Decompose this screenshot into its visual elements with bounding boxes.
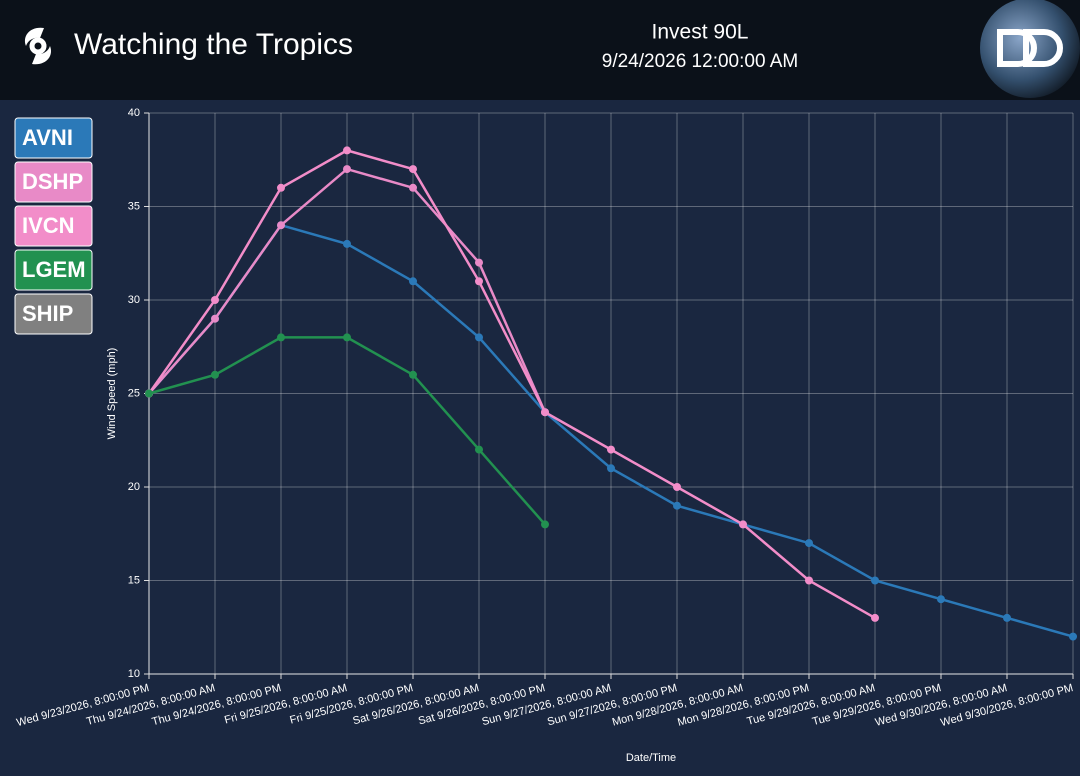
data-point [871, 613, 879, 622]
data-point [409, 370, 417, 379]
data-point [343, 333, 351, 342]
y-tick-label: 30 [128, 294, 140, 306]
data-point [541, 520, 549, 529]
y-tick-label: 40 [128, 107, 140, 119]
y-axis-label: Wind Speed (mph) [106, 348, 118, 440]
legend-button[interactable] [14, 205, 93, 247]
legend-label[interactable]: SHIP [22, 301, 73, 326]
data-point [739, 520, 747, 529]
data-point [937, 595, 945, 604]
data-point [211, 370, 219, 379]
y-tick-label: 10 [128, 668, 140, 680]
legend-button[interactable] [14, 249, 93, 291]
data-point [1069, 632, 1077, 641]
legend-label[interactable]: IVCN [22, 213, 75, 238]
data-point [211, 314, 219, 323]
hurricane-icon [24, 27, 52, 65]
data-point [475, 445, 483, 454]
y-tick-label: 25 [128, 387, 140, 399]
data-point [145, 389, 153, 398]
legend: AVNI DSHP IVCN LGEM SHIP [14, 117, 93, 335]
data-point [277, 221, 285, 230]
data-point [409, 183, 417, 192]
data-point [475, 333, 483, 342]
data-point [277, 183, 285, 192]
y-tick-label: 15 [128, 574, 140, 586]
data-point [607, 445, 615, 454]
x-axis-label: Date/Time [626, 752, 676, 764]
data-point [805, 539, 813, 548]
data-point [1003, 613, 1011, 622]
y-tick-label: 20 [128, 481, 140, 493]
legend-label[interactable]: LGEM [22, 257, 86, 282]
data-point [409, 165, 417, 174]
y-tick-label: 35 [128, 200, 140, 212]
data-point [871, 576, 879, 585]
legend-label[interactable]: AVNI [22, 125, 73, 150]
legend-label[interactable]: DSHP [22, 169, 83, 194]
data-point [805, 576, 813, 585]
data-point [673, 483, 681, 491]
header [0, 0, 1080, 100]
data-point [673, 501, 681, 510]
legend-button[interactable] [14, 161, 93, 203]
legend-button[interactable] [14, 117, 93, 159]
data-point [541, 408, 549, 417]
data-point [343, 165, 351, 174]
data-point [475, 258, 483, 267]
data-point [343, 239, 351, 248]
data-point [475, 277, 483, 286]
data-point [607, 464, 615, 473]
legend-button[interactable] [14, 293, 93, 335]
data-point [277, 333, 285, 342]
series-line [147, 149, 876, 619]
data-point [343, 146, 351, 155]
storm-name: Invest 90L [652, 21, 749, 44]
data-point [211, 296, 219, 304]
brand-logo [980, 0, 1080, 100]
storm-time: 9/24/2026 12:00:00 AM [602, 51, 799, 72]
data-point [409, 277, 417, 286]
app-title: Watching the Tropics [74, 28, 353, 61]
